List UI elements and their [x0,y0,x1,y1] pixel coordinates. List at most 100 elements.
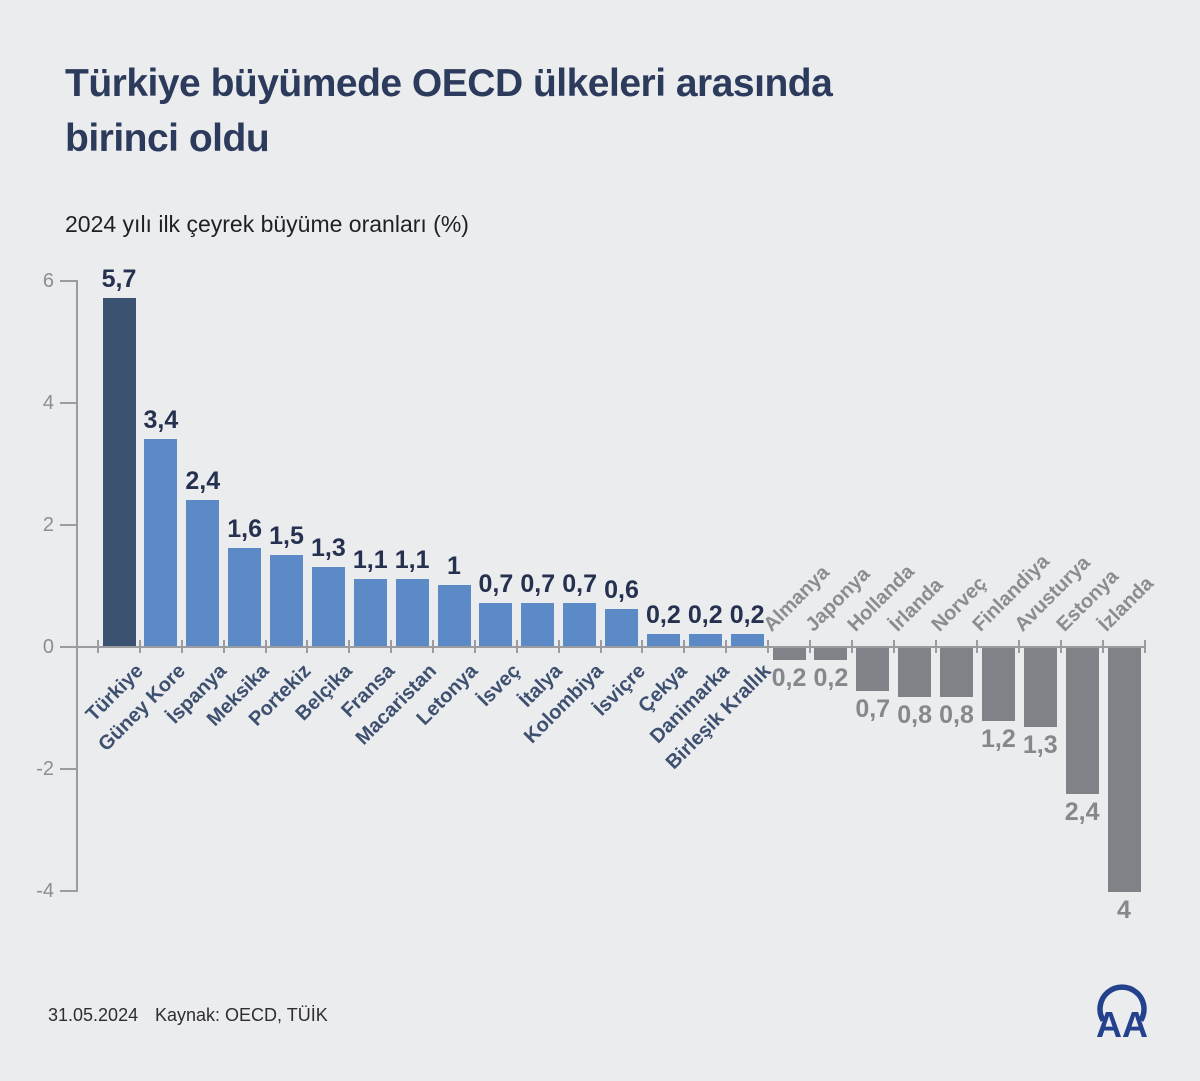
value-label: 0,2 [771,664,807,693]
value-label: 0,8 [939,700,974,729]
x-axis-tick [138,640,141,653]
x-axis-tick [473,640,476,653]
bar [814,648,848,661]
value-label: 0,8 [897,700,932,729]
y-axis-tick [60,524,78,526]
category-label: İsveç [473,660,525,711]
bar [270,554,303,646]
bar [898,648,932,697]
y-axis-tick-label: 2 [42,514,54,536]
page-title: Türkiye büyümede OECD ülkeleri arasında … [65,56,833,166]
x-axis-tick [557,640,560,653]
title-line-2: birinci oldu [65,117,270,160]
value-label: 0,7 [562,570,597,599]
y-axis-tick-label: 4 [42,392,54,414]
bar [605,609,638,646]
bar [437,585,471,646]
bar [186,499,220,646]
value-label: 1,3 [1022,731,1058,760]
bar [1065,648,1099,795]
x-axis-tick [641,640,644,653]
y-axis-tick-label: -2 [36,758,54,780]
y-axis-tick-label: -4 [36,880,54,902]
x-axis-tick [767,640,770,653]
x-axis-tick [976,640,979,653]
x-axis-tick [180,640,183,653]
x-axis-tick [306,640,309,653]
aa-agency-logo: AA [1096,984,1148,1043]
x-axis-tick [97,640,100,653]
value-label: 2,4 [1064,798,1100,827]
value-label: 1,1 [352,545,388,574]
value-label: 0,2 [813,664,849,693]
bar [646,633,680,646]
logo-arc-icon [1097,984,1147,1022]
bar [228,548,262,646]
bar [144,438,178,646]
value-label: 0,2 [645,600,681,629]
bar [311,566,345,646]
bar [353,578,387,646]
y-axis-tick [60,890,78,892]
x-axis-tick [1060,640,1063,653]
value-label: 0,2 [729,600,765,629]
bar [395,578,429,646]
x-axis-tick [850,640,853,653]
value-label: 0,6 [604,576,639,605]
bar [981,648,1015,722]
value-label: 0,2 [687,600,723,629]
y-axis-line [76,280,78,892]
x-axis-tick [892,640,895,653]
bar [1023,648,1057,728]
x-axis-tick [1018,640,1021,653]
value-label: 5,7 [101,265,137,294]
value-label: 0,7 [520,570,556,599]
bar [940,648,973,697]
y-axis-tick-label: 0 [42,636,54,658]
value-label: 3,4 [143,405,179,434]
value-label: 0,7 [478,570,514,599]
x-axis-tick [432,640,435,653]
bar [730,633,764,646]
x-axis-tick [1102,640,1105,653]
value-label: 1,5 [269,521,304,550]
bar [102,298,136,646]
bar [688,633,722,646]
zero-baseline [76,646,1146,648]
y-axis-tick [60,402,78,404]
bar [521,603,555,646]
title-line-1: Türkiye büyümede OECD ülkeleri arasında [65,62,833,105]
bar [772,648,806,661]
x-axis-tick [808,640,811,653]
value-label: 1 [447,552,461,580]
x-axis-tick [390,640,393,653]
logo-letters: AA [1096,1004,1148,1043]
publish-date: 31.05.2024 [48,1005,139,1025]
x-axis-tick [1143,640,1146,653]
source-note: Kaynak: OECD, TÜİK [155,1005,328,1025]
value-label: 2,4 [185,466,221,495]
value-label: 1,6 [227,515,262,544]
x-axis-tick [515,640,518,653]
y-axis-tick [60,280,78,282]
value-label: 1,2 [980,725,1016,754]
bar [1107,648,1141,892]
y-axis-tick [60,646,78,648]
y-axis-tick [60,768,78,770]
x-axis-tick [599,640,602,653]
chart-subtitle: 2024 yılı ilk çeyrek büyüme oranları (%) [65,211,469,237]
value-label: 0,7 [855,694,891,723]
x-axis-tick [348,640,351,653]
x-axis-tick [725,640,728,653]
bar [479,603,513,646]
value-label: 1,1 [394,545,430,574]
bar [856,648,890,691]
x-axis-tick [934,640,937,653]
bar [563,603,597,646]
x-axis-tick [264,640,267,653]
value-label: 4 [1117,896,1131,924]
x-axis-tick [222,640,225,653]
value-label: 1,3 [310,533,346,562]
